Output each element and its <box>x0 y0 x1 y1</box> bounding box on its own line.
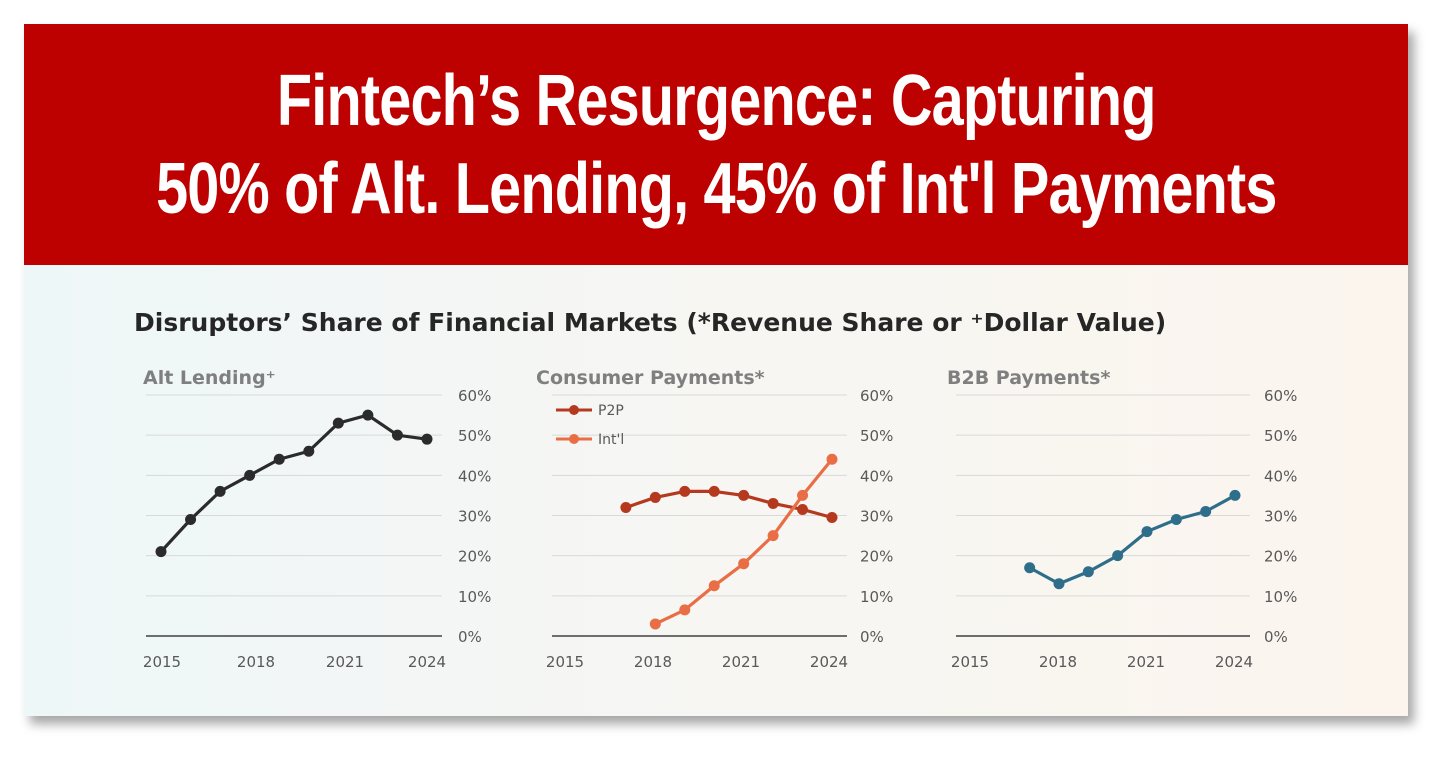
alt-lending-series-0-point <box>273 453 285 465</box>
consumer-payments-y-tick-label: 60% <box>860 387 893 405</box>
consumer-payments-series-p2p-point <box>708 485 720 497</box>
alt-lending-x-tick-label: 2021 <box>326 653 364 671</box>
consumer-payments-legend-intl-swatch-marker <box>569 434 579 444</box>
alt-lending-series-0-line <box>159 413 429 554</box>
slide-card: Fintech’s Resurgence: Capturing 50% of A… <box>24 24 1408 716</box>
alt-lending-series-0-point <box>362 409 374 421</box>
alt-lending-series-0-point <box>214 485 226 497</box>
b2b-payments-series-0-point <box>1082 566 1094 578</box>
b2b-payments-x-tick-label: 2021 <box>1127 653 1165 671</box>
b2b-payments-series-0-point <box>1229 489 1241 501</box>
alt-lending-y-tick-label: 30% <box>458 508 491 526</box>
alt-lending-series-0-point <box>155 546 167 558</box>
consumer-payments-y-tick-label: 20% <box>860 548 893 566</box>
consumer-payments-x-tick-label: 2018 <box>634 653 672 671</box>
alt-lending-series-0-point <box>185 514 197 526</box>
chart-subtitle: Disruptors’ Share of Financial Markets (… <box>134 308 1167 337</box>
alt-lending-x-tick-label: 2015 <box>143 653 181 671</box>
consumer-payments-series-p2p-point <box>767 497 779 509</box>
consumer-payments-y-tick-label: 0% <box>860 628 884 646</box>
consumer-payments-legend-intl-label: Int'l <box>598 432 624 448</box>
consumer-payments-y-tick-label: 40% <box>860 467 893 485</box>
consumer-payments-series-intl-point <box>679 604 691 616</box>
b2b-payments-y-tick-label: 40% <box>1264 467 1297 485</box>
b2b-payments-x-tick-label: 2024 <box>1215 653 1253 671</box>
consumer-payments-x-tick-label: 2015 <box>546 653 584 671</box>
alt-lending-title: Alt Lending⁺ <box>143 367 276 389</box>
consumer-payments-y-tick-label: 30% <box>860 508 893 526</box>
alt-lending-x-tick-label: 2024 <box>408 653 446 671</box>
b2b-payments-y-tick-label: 20% <box>1264 548 1297 566</box>
banner-title-line-2: 50% of Alt. Lending, 45% of Int'l Paymen… <box>155 148 1277 229</box>
consumer-payments-series-p2p-point <box>826 512 838 524</box>
consumer-payments-title: Consumer Payments* <box>536 367 765 389</box>
alt-lending-y-tick-label: 40% <box>458 467 491 485</box>
charts-area: Alt Lending⁺ 0% 10% 20% 30% 40% 50% 60% 2015 2018… <box>143 367 1297 671</box>
consumer-payments-series-p2p-point <box>620 501 632 513</box>
consumer-payments-series-intl-point <box>826 453 838 465</box>
b2b-payments-y-tick-label: 60% <box>1264 387 1297 405</box>
consumer-payments-chart: Consumer Payments* 0% 10% 20% 30% 40% 50% 60% 20… <box>536 367 893 671</box>
banner-title-line-1: Fintech’s Resurgence: Capturing <box>276 60 1157 141</box>
alt-lending-series-0-point <box>332 417 344 429</box>
b2b-payments-series-0-point <box>1200 505 1212 517</box>
consumer-payments-series-intl-line <box>653 457 834 626</box>
b2b-payments-y-tick-label: 0% <box>1264 628 1288 646</box>
title-banner: Fintech’s Resurgence: Capturing 50% of A… <box>24 24 1408 265</box>
consumer-payments-y-tick-label: 50% <box>860 427 893 445</box>
b2b-payments-y-tick-label: 10% <box>1264 588 1297 606</box>
alt-lending-series-0-point <box>244 469 256 481</box>
b2b-payments-series-0-point <box>1170 514 1182 526</box>
consumer-payments-series-intl-point <box>767 530 779 542</box>
consumer-payments-legend-p2p-label: P2P <box>598 403 624 419</box>
consumer-payments-x-tick-label: 2024 <box>810 653 848 671</box>
consumer-payments-y-tick-label: 10% <box>860 588 893 606</box>
b2b-payments-series-0-point <box>1141 526 1153 538</box>
alt-lending-y-tick-label: 60% <box>458 387 491 405</box>
alt-lending-x-tick-label: 2018 <box>237 653 275 671</box>
b2b-payments-x-tick-label: 2018 <box>1039 653 1077 671</box>
consumer-payments-series-p2p-point <box>738 489 750 501</box>
consumer-payments-series-p2p-point <box>679 485 691 497</box>
alt-lending-y-tick-label: 20% <box>458 548 491 566</box>
consumer-payments-series-intl-point <box>708 580 720 592</box>
b2b-payments-y-tick-label: 30% <box>1264 508 1297 526</box>
consumer-payments-series-intl-point <box>738 558 750 570</box>
consumer-payments-series-p2p-point <box>797 503 809 515</box>
b2b-payments-title: B2B Payments* <box>947 367 1110 389</box>
b2b-payments-series-0-point <box>1053 578 1065 590</box>
alt-lending-y-tick-label: 50% <box>458 427 491 445</box>
b2b-payments-chart: B2B Payments* 0% 10% 20% 30% 40% 50% 60% 2015 201… <box>947 367 1297 671</box>
alt-lending-series-0-point <box>303 445 315 457</box>
consumer-payments-series-intl-point <box>649 618 661 630</box>
consumer-payments-x-tick-label: 2021 <box>722 653 760 671</box>
b2b-payments-series-0-point <box>1024 562 1036 574</box>
alt-lending-chart: Alt Lending⁺ 0% 10% 20% 30% 40% 50% 60% 2015 2018… <box>143 367 491 671</box>
b2b-payments-series-0-point <box>1112 550 1124 562</box>
alt-lending-series-0-point <box>391 429 403 441</box>
b2b-payments-y-tick-label: 50% <box>1264 427 1297 445</box>
alt-lending-y-tick-label: 10% <box>458 588 491 606</box>
consumer-payments-series-p2p-point <box>649 491 661 503</box>
consumer-payments-series-intl-point <box>797 489 809 501</box>
alt-lending-series-0-point <box>421 433 433 445</box>
alt-lending-y-tick-label: 0% <box>458 628 482 646</box>
consumer-payments-legend-p2p-swatch-marker <box>569 405 579 415</box>
b2b-payments-x-tick-label: 2015 <box>951 653 989 671</box>
